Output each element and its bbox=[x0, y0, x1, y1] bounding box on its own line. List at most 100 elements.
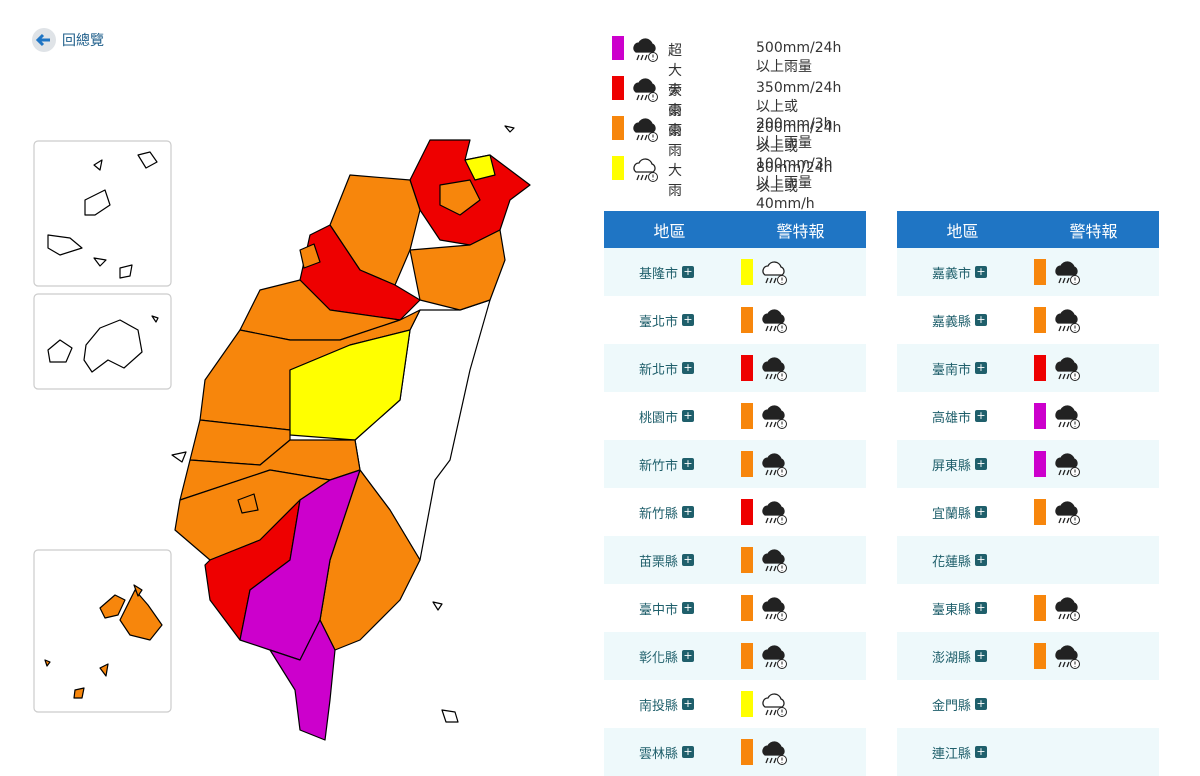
expand-button[interactable]: + bbox=[975, 265, 987, 278]
warning-swatch bbox=[1034, 643, 1046, 669]
table-header: 地區 警特報 bbox=[897, 211, 1159, 248]
region-name: 澎湖縣 bbox=[931, 650, 971, 666]
region-name: 嘉義市 bbox=[931, 266, 971, 282]
region-cell: 彰化縣 + bbox=[604, 632, 729, 680]
county-area bbox=[439, 179, 481, 216]
expand-button[interactable]: + bbox=[682, 553, 694, 566]
warning-swatch bbox=[741, 595, 753, 621]
region-cell: 新竹市 + bbox=[604, 440, 729, 488]
region-name: 苗栗縣 bbox=[638, 554, 678, 570]
region-cell: 嘉義縣 + bbox=[897, 296, 1022, 344]
expand-button[interactable]: + bbox=[682, 361, 694, 374]
expand-button[interactable]: + bbox=[975, 601, 987, 614]
expand-button[interactable]: + bbox=[682, 601, 694, 614]
warning-cell bbox=[1022, 680, 1159, 728]
warning-swatch bbox=[741, 691, 753, 717]
table-row: 高雄市 + bbox=[897, 392, 1159, 440]
table-row: 花蓮縣 + bbox=[897, 536, 1159, 584]
expand-button[interactable]: + bbox=[682, 649, 694, 662]
expand-button[interactable]: + bbox=[682, 745, 694, 758]
region-cell: 花蓮縣 + bbox=[897, 536, 1022, 584]
region-cell: 澎湖縣 + bbox=[897, 632, 1022, 680]
table-row: 臺北市 + bbox=[604, 296, 866, 344]
rain-icon bbox=[633, 158, 658, 182]
expand-button[interactable]: + bbox=[975, 697, 987, 710]
legend-swatch bbox=[612, 76, 624, 100]
expand-button[interactable]: + bbox=[975, 745, 987, 758]
expand-button[interactable]: + bbox=[975, 361, 987, 374]
rain-icon bbox=[762, 453, 787, 477]
warning-cell bbox=[729, 728, 866, 776]
county-area bbox=[299, 243, 321, 269]
table-row: 雲林縣 + bbox=[604, 728, 866, 776]
warning-table: 地區 警特報 基隆市 + 臺北市 + 新北市 + 桃園市 + 新竹市 + 新竹縣 + 苗栗縣 + … bbox=[604, 211, 866, 776]
rain-icon bbox=[762, 357, 787, 381]
warning-swatch bbox=[1034, 307, 1046, 333]
warning-cell bbox=[1022, 536, 1159, 584]
rain-icon bbox=[1055, 453, 1080, 477]
region-name: 南投縣 bbox=[638, 698, 678, 714]
island bbox=[441, 709, 459, 723]
rain-icon bbox=[1055, 405, 1080, 429]
table-row: 基隆市 + bbox=[604, 248, 866, 296]
warning-swatch bbox=[1034, 259, 1046, 285]
legend-description: 500mm/24h 以上雨量 bbox=[756, 40, 842, 75]
warning-swatch bbox=[741, 739, 753, 765]
table-row: 臺東縣 + bbox=[897, 584, 1159, 632]
rain-icon bbox=[1055, 309, 1080, 333]
warning-cell bbox=[1022, 584, 1159, 632]
legend-swatch bbox=[612, 36, 624, 60]
header-cell: 警特報 bbox=[776, 221, 825, 241]
warning-swatch bbox=[741, 643, 753, 669]
region-cell: 臺東縣 + bbox=[897, 584, 1022, 632]
rain-icon bbox=[1055, 357, 1080, 381]
region-name: 臺北市 bbox=[638, 314, 678, 330]
table-row: 屏東縣 + bbox=[897, 440, 1159, 488]
warning-swatch bbox=[741, 307, 753, 333]
expand-button[interactable]: + bbox=[975, 313, 987, 326]
expand-button[interactable]: + bbox=[975, 553, 987, 566]
county-area bbox=[47, 315, 159, 373]
expand-button[interactable]: + bbox=[975, 457, 987, 470]
expand-button[interactable]: + bbox=[682, 505, 694, 518]
warning-cell bbox=[729, 392, 866, 440]
expand-button[interactable]: + bbox=[975, 505, 987, 518]
county-area bbox=[409, 229, 506, 311]
region-name: 桃園市 bbox=[638, 410, 678, 426]
expand-button[interactable]: + bbox=[682, 313, 694, 326]
warning-cell bbox=[1022, 344, 1159, 392]
region-name: 花蓮縣 bbox=[931, 554, 971, 570]
warning-swatch bbox=[1034, 355, 1046, 381]
expand-button[interactable]: + bbox=[682, 409, 694, 422]
warning-cell bbox=[1022, 440, 1159, 488]
legend-swatch bbox=[612, 116, 624, 140]
table-row: 臺南市 + bbox=[897, 344, 1159, 392]
region-name: 臺東縣 bbox=[931, 602, 971, 618]
table-row: 金門縣 + bbox=[897, 680, 1159, 728]
expand-button[interactable]: + bbox=[682, 697, 694, 710]
region-name: 連江縣 bbox=[931, 746, 971, 762]
legend-description: 350mm/24h 以上或 200mm/3h 以上雨量 bbox=[756, 80, 842, 151]
warning-swatch bbox=[741, 451, 753, 477]
region-cell: 南投縣 + bbox=[604, 680, 729, 728]
region-cell: 臺南市 + bbox=[897, 344, 1022, 392]
expand-button[interactable]: + bbox=[682, 265, 694, 278]
region-cell: 苗栗縣 + bbox=[604, 536, 729, 584]
expand-button[interactable]: + bbox=[682, 457, 694, 470]
region-cell: 新竹縣 + bbox=[604, 488, 729, 536]
table-row: 南投縣 + bbox=[604, 680, 866, 728]
region-cell: 金門縣 + bbox=[897, 680, 1022, 728]
table-row: 嘉義縣 + bbox=[897, 296, 1159, 344]
rain-icon bbox=[1055, 597, 1080, 621]
warning-cell bbox=[729, 440, 866, 488]
warning-swatch bbox=[741, 499, 753, 525]
warning-cell bbox=[1022, 296, 1159, 344]
header-cell: 地區 bbox=[653, 221, 686, 241]
expand-button[interactable]: + bbox=[975, 649, 987, 662]
table-body: 基隆市 + 臺北市 + 新北市 + 桃園市 + 新竹市 + 新竹縣 + 苗栗縣 + 臺中市 + … bbox=[604, 248, 866, 776]
legend-label: 大豪雨 bbox=[668, 83, 682, 139]
back-link[interactable]: 回總覽 bbox=[32, 28, 104, 52]
rain-icon bbox=[762, 645, 787, 669]
expand-button[interactable]: + bbox=[975, 409, 987, 422]
region-name: 臺南市 bbox=[931, 362, 971, 378]
